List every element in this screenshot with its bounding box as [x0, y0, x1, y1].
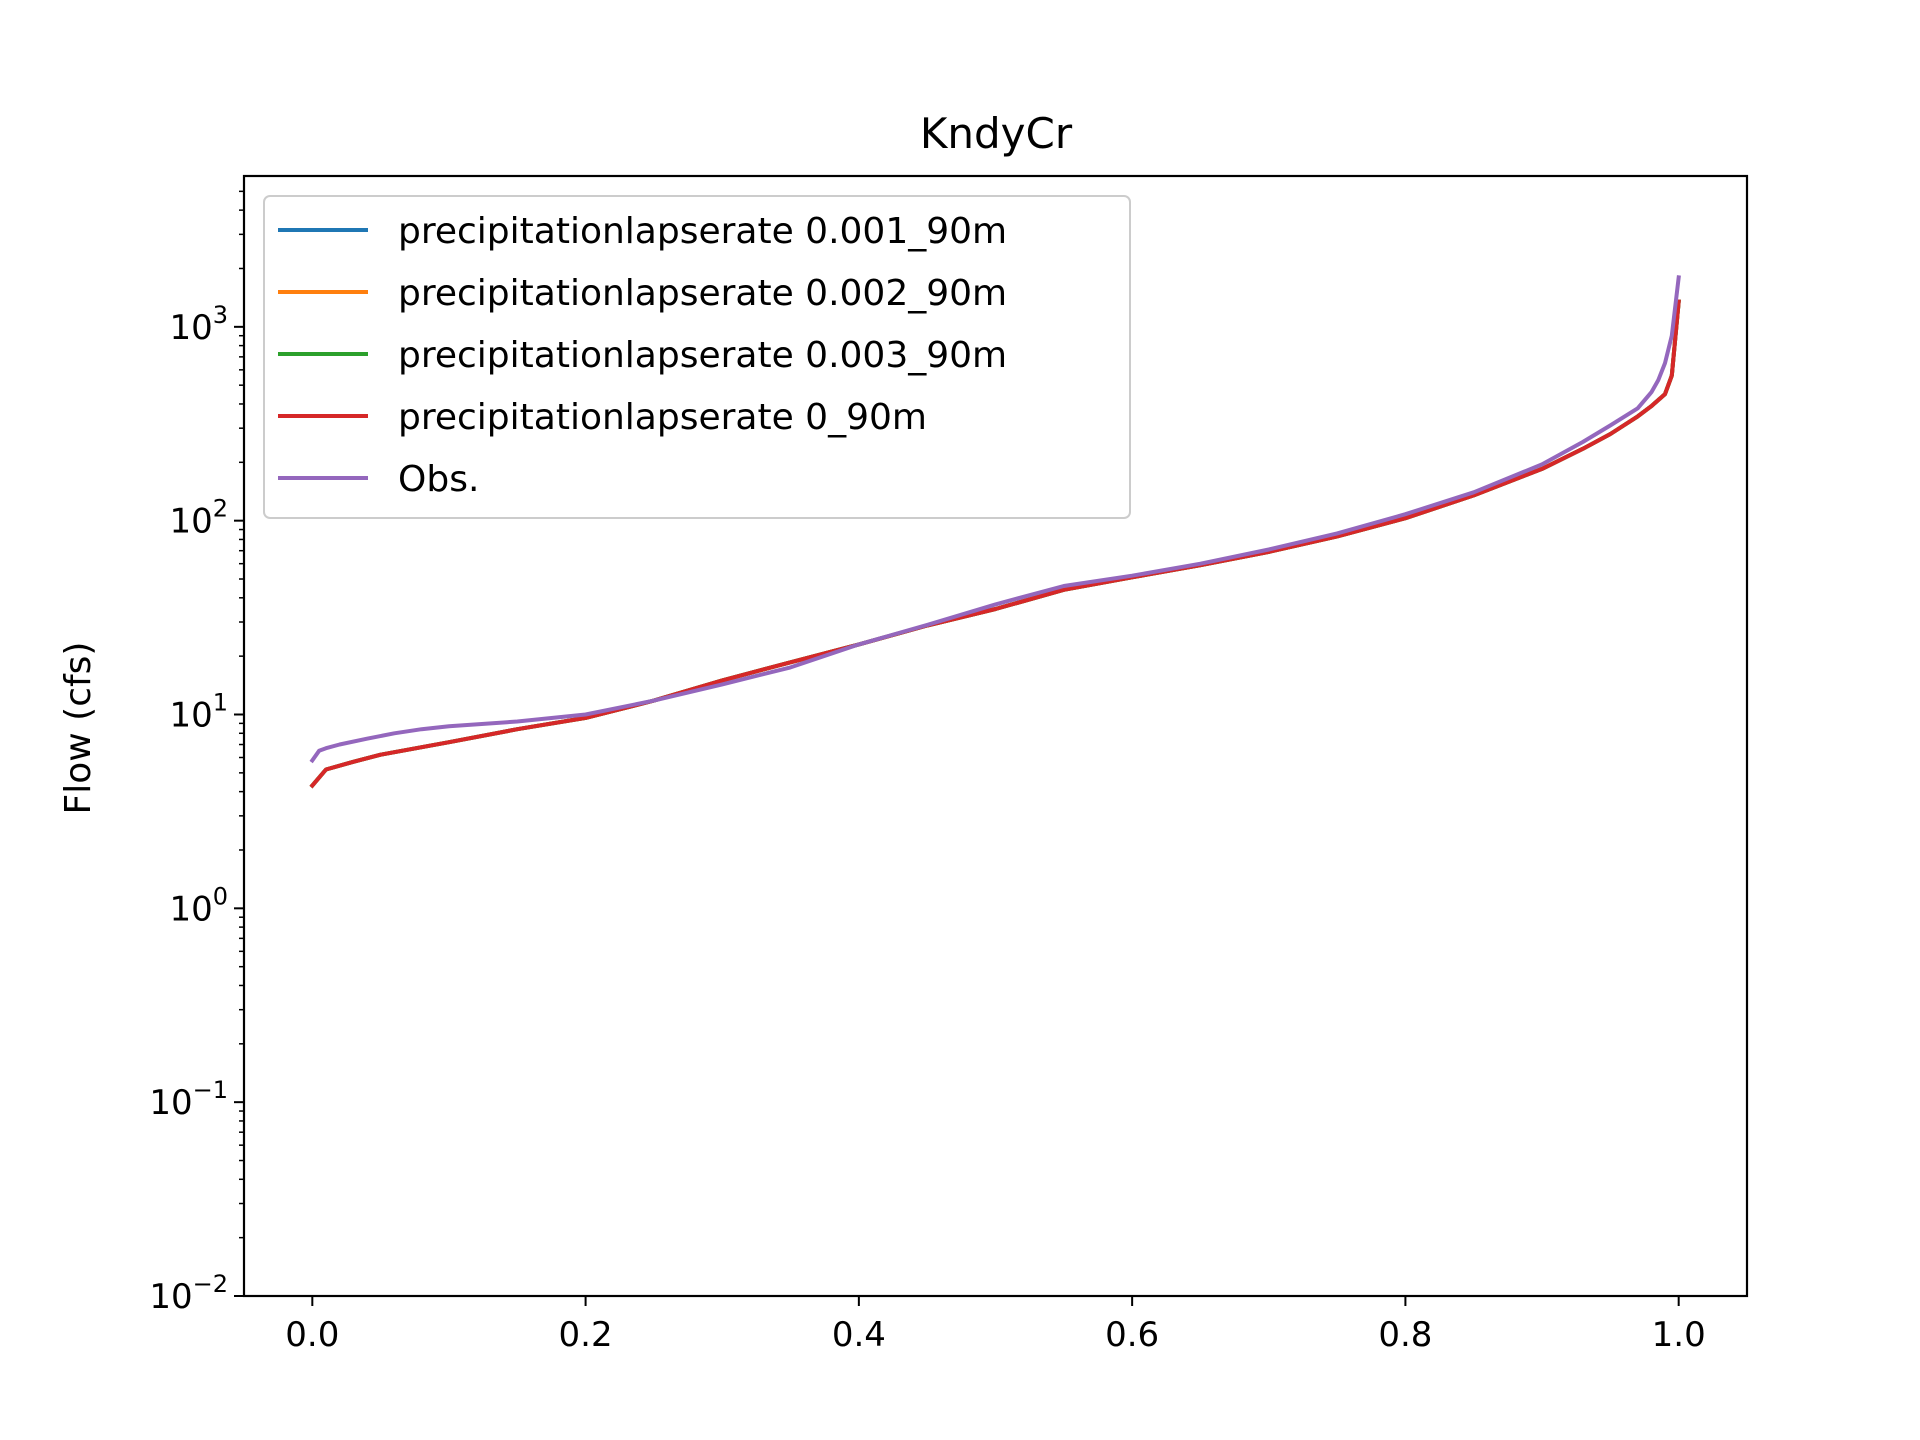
legend-label-3: precipitationlapserate 0_90m: [398, 397, 927, 438]
legend-label-0: precipitationlapserate 0.001_90m: [398, 211, 1007, 252]
y-axis-label: Flow (cfs): [58, 642, 99, 815]
x-tick-label: 0.4: [832, 1315, 886, 1355]
legend-label-4: Obs.: [398, 459, 479, 500]
x-tick-label: 0.0: [285, 1315, 339, 1355]
chart-title: KndyCr: [920, 109, 1073, 158]
series-line-3: [309, 299, 1681, 789]
y-tick-label: 100: [169, 882, 228, 929]
plot-frame: [242, 174, 1749, 1298]
legend-label-2: precipitationlapserate 0.003_90m: [398, 335, 1007, 376]
series-layer: [309, 275, 1681, 789]
series-line-4: [309, 275, 1681, 764]
y-tick-label: 10−2: [149, 1270, 228, 1317]
y-tick-label: 102: [169, 495, 228, 542]
y-tick-label: 103: [169, 301, 228, 348]
legend-label-1: precipitationlapserate 0.002_90m: [398, 273, 1007, 314]
x-tick-label: 0.6: [1105, 1315, 1159, 1355]
legend-box: [263, 195, 1131, 519]
x-tick-label: 0.8: [1378, 1315, 1432, 1355]
y-tick-label: 101: [169, 688, 228, 735]
y-tick-label: 10−1: [149, 1076, 228, 1123]
x-axis-ticks: 0.0 0.2 0.4 0.6 0.8 1.0: [285, 1296, 1706, 1355]
y-axis-ticks: 10−2 10−1 100 101 102 103: [149, 301, 244, 1317]
x-tick-label: 0.2: [559, 1315, 613, 1355]
legend: precipitationlapserate 0.001_90m precipit…: [263, 195, 1131, 519]
x-tick-label: 1.0: [1652, 1315, 1706, 1355]
